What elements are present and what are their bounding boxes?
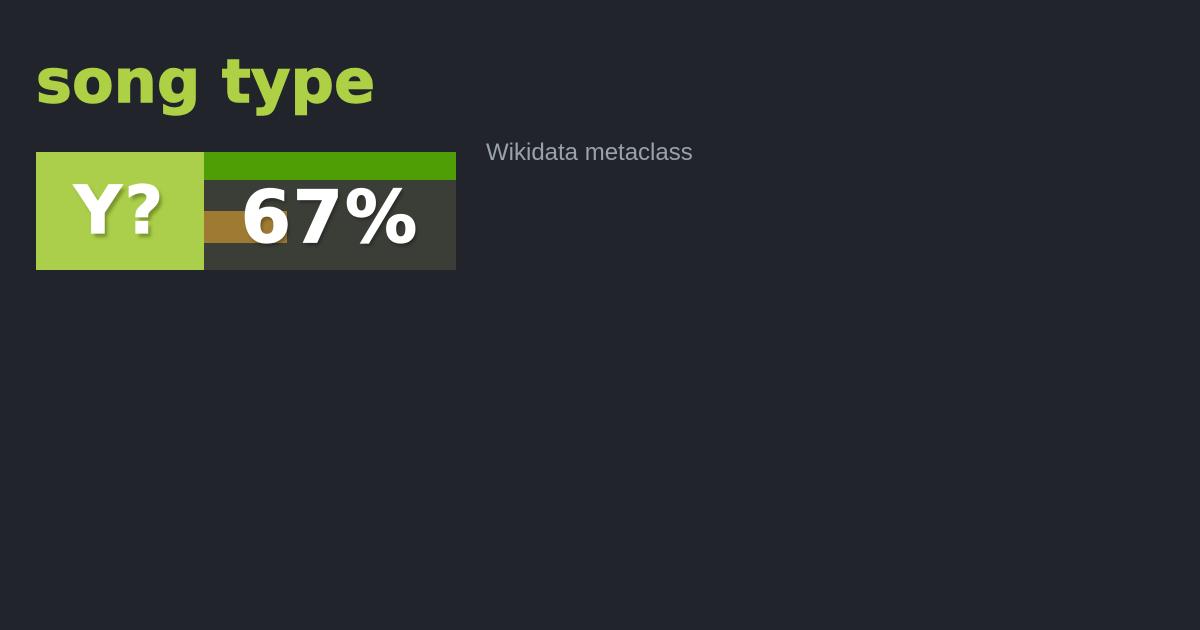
badge-percent-panel: 67% [204, 152, 456, 270]
rating-badge: Y? 67% [36, 152, 456, 270]
badge-top-bar [204, 152, 456, 180]
badge-partial-bar [204, 211, 288, 243]
badge-label-text: Y? [73, 172, 167, 249]
page-title: song type [35, 47, 376, 117]
badge-label-cell: Y? [36, 152, 204, 270]
badge-percent-value: 67% [240, 175, 420, 259]
subtitle: Wikidata metaclass [486, 139, 693, 166]
